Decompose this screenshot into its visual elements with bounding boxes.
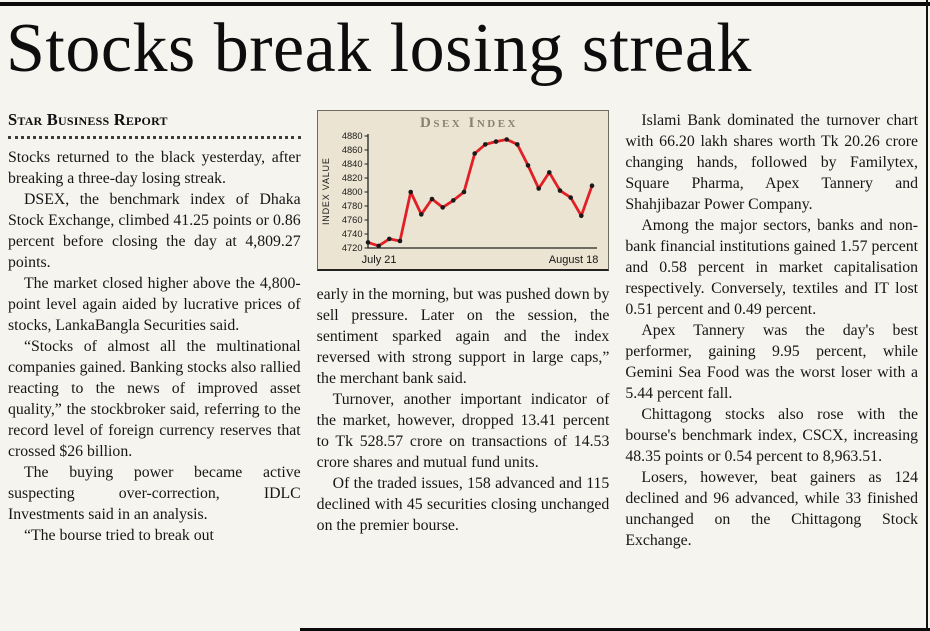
article-paragraph: Chittagong stocks also rose with the bou… [625, 406, 919, 465]
column-2: Dsex Index INDEX VALUE 4720 4740 4760 4780 4… [316, 110, 610, 631]
dsex-index-chart: Dsex Index INDEX VALUE 4720 4740 4760 4780 4… [316, 110, 610, 271]
article-paragraph: “The bourse tried to break out [24, 527, 214, 544]
svg-text:4820: 4820 [341, 173, 362, 183]
article-paragraph: Islami Bank dominated the turnover chart… [625, 112, 919, 213]
svg-text:4720: 4720 [341, 243, 362, 253]
svg-text:4780: 4780 [341, 201, 362, 211]
chart-title: Dsex Index [420, 115, 518, 131]
article-paragraph: “Stocks of almost all the multinational … [8, 338, 301, 460]
svg-text:4740: 4740 [341, 229, 362, 239]
top-rule [0, 2, 930, 6]
chart-x-axis-labels: July 21 August 18 [362, 254, 599, 266]
column-1: Star Business Report Stocks returned to … [8, 110, 301, 631]
article-paragraph: DSEX, the benchmark index of Dhaka Stock… [8, 191, 301, 271]
byline-divider [8, 132, 301, 139]
article-paragraph: Losers, however, beat gainers as 124 dec… [625, 469, 919, 549]
article-paragraph: The market closed higher above the 4,800… [8, 275, 301, 334]
article-columns: Star Business Report Stocks returned to … [8, 110, 918, 631]
article-paragraph: Among the major sectors, banks and non-b… [625, 217, 919, 318]
headline: Stocks break losing streak [6, 10, 752, 87]
chart-plot: 4720 4740 4760 4780 4800 4820 4840 4860 4880 [341, 132, 597, 253]
article-paragraph: early in the morning, but was pushed dow… [316, 286, 610, 387]
bottom-rule [300, 628, 930, 631]
chart-x-end-label: August 18 [548, 254, 599, 266]
article-paragraph: The buying power became active suspectin… [8, 464, 301, 523]
article-paragraph: Turnover, another important indicator of… [316, 391, 610, 471]
svg-text:4840: 4840 [341, 159, 362, 169]
byline: Star Business Report [8, 110, 168, 129]
column-3: Islami Bank dominated the turnover chart… [625, 110, 918, 631]
chart-y-axis-label: INDEX VALUE [320, 157, 331, 225]
article-paragraph: Of the traded issues, 158 advanced and 1… [316, 475, 610, 534]
svg-text:4860: 4860 [341, 145, 362, 155]
article-paragraph: Apex Tannery was the day's best performe… [625, 322, 919, 402]
svg-text:4760: 4760 [341, 215, 362, 225]
svg-text:4880: 4880 [341, 132, 362, 141]
svg-text:4800: 4800 [341, 187, 362, 197]
right-rule [926, 0, 928, 631]
article-paragraph: Stocks returned to the black yesterday, … [8, 149, 301, 187]
chart-x-start-label: July 21 [361, 254, 397, 266]
